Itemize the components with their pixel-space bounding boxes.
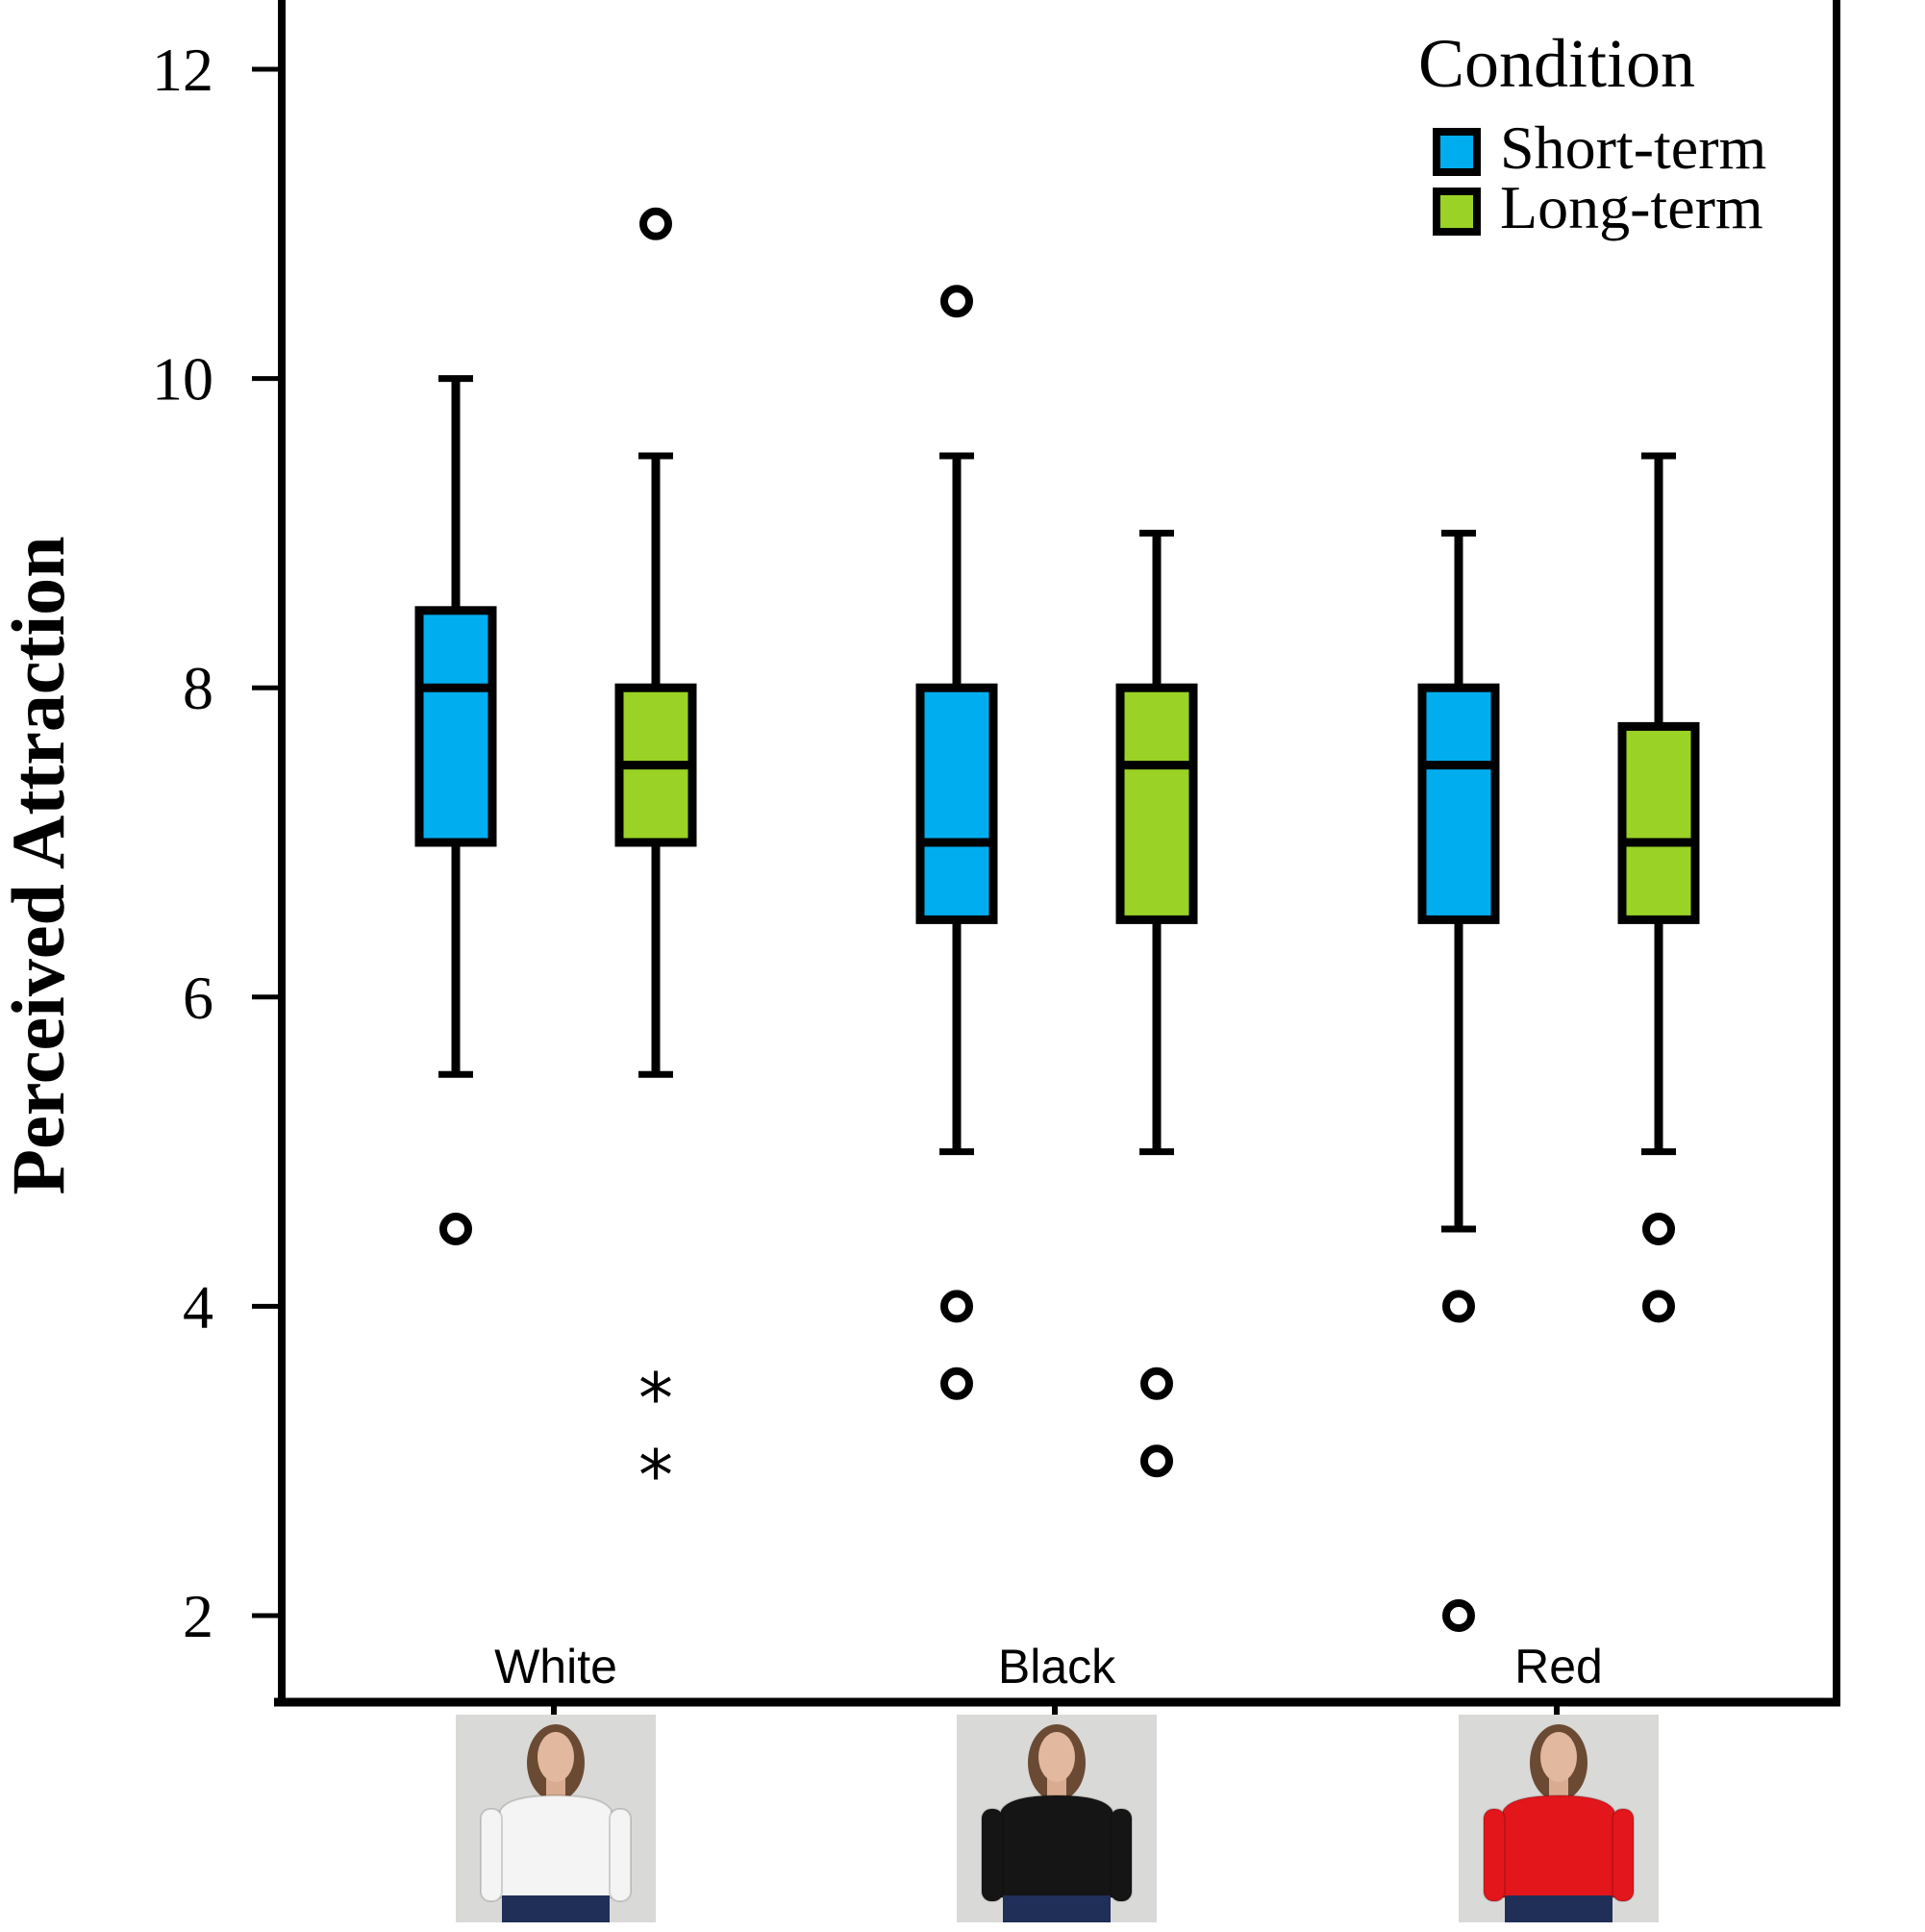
thumbnail-black: [957, 1715, 1157, 1922]
neck: [546, 1778, 565, 1799]
face: [1038, 1732, 1075, 1782]
box-iqr: [1617, 721, 1700, 924]
y-axis-label: Perceived Attraction: [0, 536, 80, 1194]
outlier-point: [940, 1367, 973, 1400]
box-short-term-white: [414, 375, 497, 1245]
sweater-arm-right: [609, 1808, 632, 1902]
category-label: White: [494, 1640, 617, 1694]
y-tick-label: 8: [183, 654, 213, 722]
box-long-term-black: [1115, 529, 1198, 1478]
outlier-point: [1140, 1444, 1173, 1478]
box-long-term-red: [1617, 452, 1700, 1323]
legend-title: Condition: [1418, 25, 1695, 102]
box-long-term-white: **: [614, 207, 697, 1516]
legend-swatch-2: [1433, 188, 1481, 236]
neck: [1549, 1778, 1568, 1799]
category-thumbnails: [456, 1715, 1659, 1922]
sweater-arm-left: [1483, 1808, 1506, 1902]
outlier-point: [1642, 1290, 1675, 1323]
neck: [1047, 1778, 1066, 1799]
extreme-point: *: [638, 1435, 673, 1516]
box-series: **: [414, 207, 1700, 1632]
outlier-point: [1442, 1599, 1475, 1632]
box-iqr: [1417, 683, 1500, 924]
y-tick-label: 2: [183, 1582, 213, 1650]
legend-swatch-1: [1433, 128, 1481, 176]
outlier-point: [439, 1213, 472, 1245]
category-label: Red: [1514, 1640, 1603, 1694]
y-tick-label: 12: [152, 36, 213, 104]
outlier-point: [1140, 1367, 1173, 1400]
box-short-term-black: [915, 285, 998, 1400]
jeans: [1003, 1895, 1111, 1922]
y-axis: 2 4 6 8 10 12: [152, 36, 282, 1650]
plot-frame: [274, 0, 1840, 1707]
sweater: [1497, 1794, 1620, 1898]
outlier-point: [1642, 1213, 1675, 1245]
sweater-arm-left: [480, 1808, 503, 1902]
legend-label-1: Short-term: [1500, 113, 1766, 182]
y-tick-label: 10: [152, 345, 213, 414]
outlier-point: [940, 1290, 973, 1323]
face: [1540, 1732, 1577, 1782]
extreme-point: *: [638, 1358, 673, 1439]
sweater-arm-right: [1612, 1808, 1635, 1902]
sweater-arm-right: [1110, 1808, 1133, 1902]
sweater: [995, 1794, 1118, 1898]
jeans: [1505, 1895, 1612, 1922]
y-tick-label: 6: [183, 964, 213, 1032]
sweater: [494, 1794, 617, 1898]
box-short-term-red: [1417, 529, 1500, 1632]
x-axis: White Black Red: [494, 1640, 1603, 1718]
thumbnail-red: [1459, 1715, 1659, 1922]
outlier-point: [639, 207, 672, 240]
category-label: Black: [998, 1640, 1116, 1694]
legend-label-2: Long-term: [1500, 173, 1763, 241]
box-iqr: [915, 683, 998, 924]
outlier-point: [1442, 1290, 1475, 1323]
box-iqr: [414, 606, 497, 847]
sweater-arm-left: [981, 1808, 1004, 1902]
box-iqr: [1115, 683, 1198, 924]
thumbnail-white: [456, 1715, 656, 1922]
y-tick-label: 4: [183, 1272, 213, 1341]
outlier-point: [940, 285, 973, 318]
jeans: [502, 1895, 610, 1922]
face: [538, 1732, 574, 1782]
